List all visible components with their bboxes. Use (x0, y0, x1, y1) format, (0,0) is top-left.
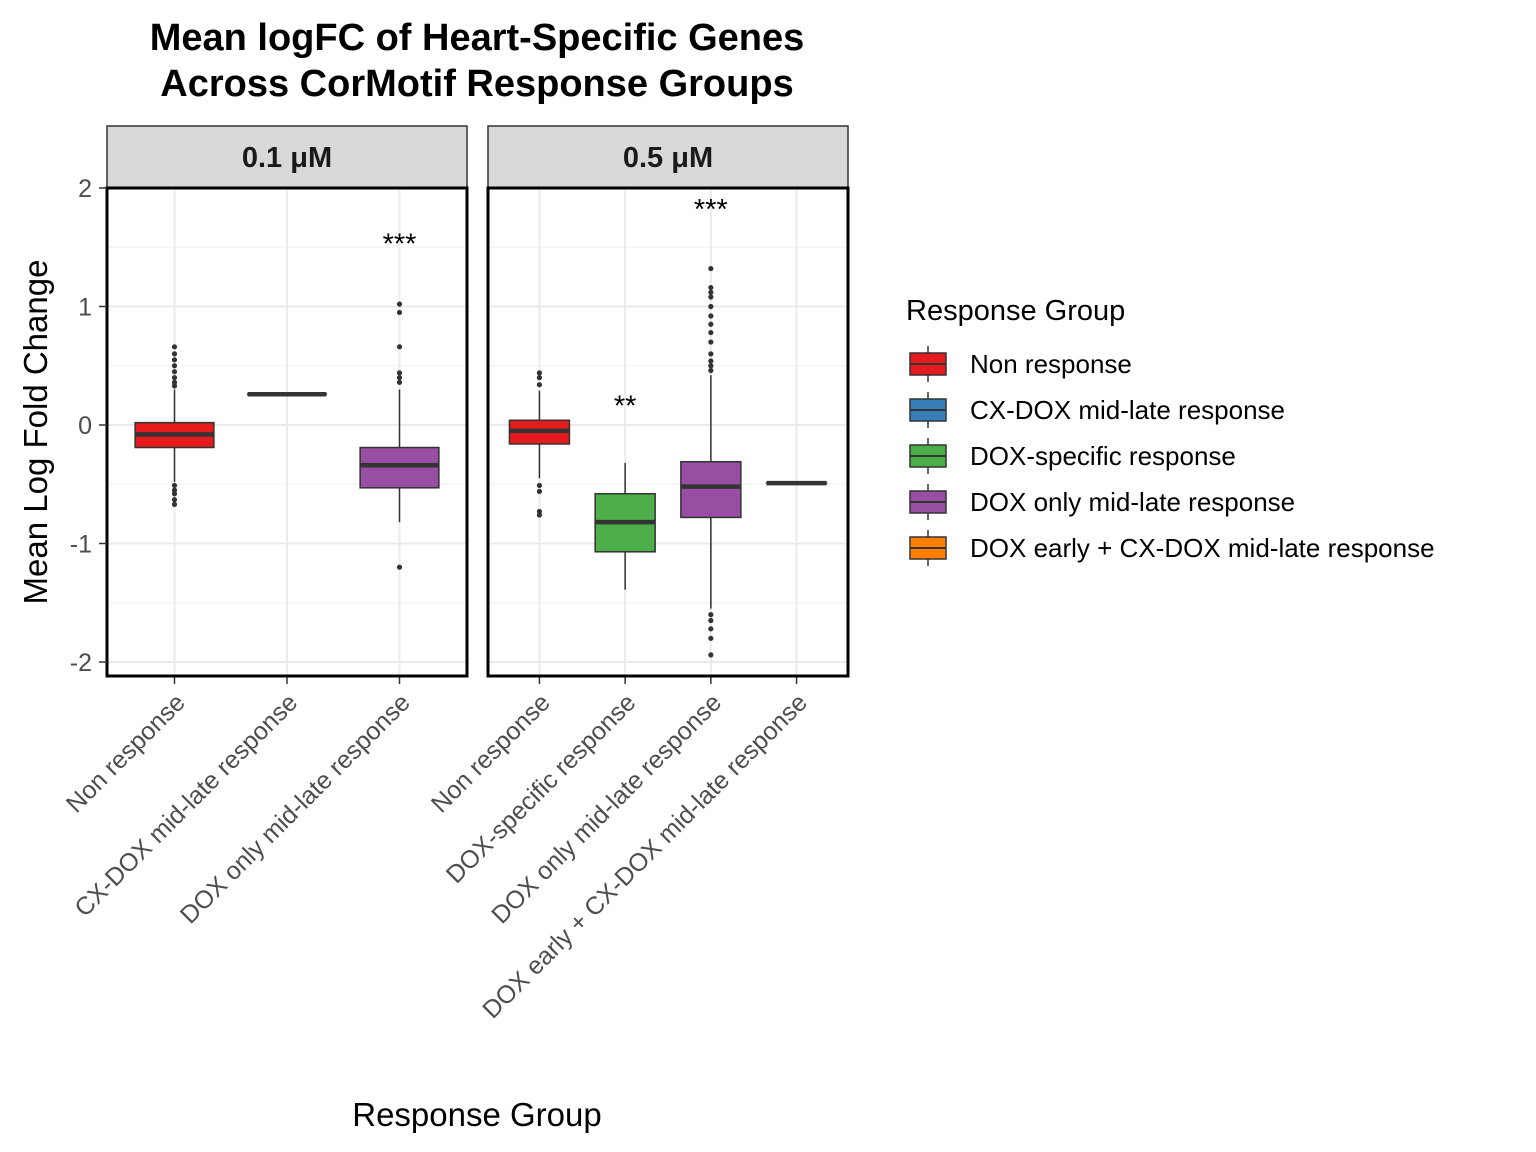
box-body (359, 446, 440, 489)
outlier-point (708, 626, 714, 632)
significance-label: *** (383, 228, 417, 260)
outlier-point (536, 382, 543, 388)
y-axis: -2 -1 0 1 2 (70, 175, 107, 677)
outlier-point (708, 294, 714, 300)
legend-label: DOX-specific response (970, 441, 1236, 471)
outlier-point (708, 313, 714, 319)
legend-item-dox-only-mid-late-response: DOX only mid-late response (909, 484, 1295, 520)
outlier-point (708, 284, 714, 291)
y-tick-label: -1 (70, 531, 92, 559)
outlier-point (171, 357, 178, 363)
outlier-point (708, 339, 714, 345)
outlier-point (396, 301, 403, 307)
legend: Non response CX-DOX mid-late response DOX-… (909, 346, 1435, 566)
outlier-point (708, 265, 714, 272)
legend-label: CX-DOX mid-late response (970, 395, 1285, 425)
legend-label: DOX only mid-late response (970, 487, 1295, 517)
facet-strip-0 (106, 125, 468, 189)
box-dox-specific-response: ** (594, 391, 656, 590)
outlier-point (171, 497, 178, 503)
x-tick-label: CX-DOX mid-late response (69, 688, 303, 922)
outlier-point (396, 564, 403, 570)
significance-label: *** (694, 194, 728, 226)
outlier-point (536, 370, 543, 376)
outlier-point (536, 512, 543, 518)
outlier-point (171, 344, 178, 350)
y-tick-label: 0 (78, 412, 92, 440)
outlier-point (396, 309, 403, 316)
facet-label-1: 0.5 μM (623, 142, 713, 174)
outlier-point (396, 370, 403, 376)
outlier-point (396, 375, 403, 381)
significance-label: ** (614, 391, 637, 423)
outlier-point (708, 329, 714, 336)
y-tick-label: 2 (78, 175, 92, 203)
y-tick-label: -2 (70, 649, 92, 677)
chart-title-line-2: Across CorMotif Response Groups (160, 63, 793, 105)
legend-item-cx-dox-mid-late-response: CX-DOX mid-late response (909, 392, 1285, 428)
facet-strip-1 (487, 125, 849, 189)
outlier-point (396, 379, 403, 385)
outlier-point (396, 344, 403, 350)
outlier-point (171, 363, 178, 369)
box-non-response (134, 344, 215, 507)
outlier-point (171, 491, 178, 497)
legend-label: Non response (970, 349, 1132, 379)
outlier-point (708, 303, 714, 310)
outlier-point (171, 487, 178, 493)
outlier-point (171, 375, 178, 381)
outlier-point (708, 652, 714, 658)
legend-item-dox-specific-response: DOX-specific response (909, 438, 1236, 474)
x-tick-label: DOX early + CX-DOX mid-late response (477, 688, 813, 1024)
panel-border-1 (486, 186, 850, 678)
legend-label: DOX early + CX-DOX mid-late response (970, 533, 1435, 563)
outlier-point (708, 289, 714, 295)
outlier-point (708, 617, 714, 624)
legend-item-non-response: Non response (909, 346, 1132, 382)
outlier-point (171, 482, 178, 489)
outlier-point (171, 379, 178, 385)
outlier-point (708, 635, 714, 641)
outlier-point (171, 351, 178, 357)
x-axis-title: Response Group (352, 1096, 601, 1133)
outlier-point (708, 363, 714, 369)
outlier-point (536, 508, 543, 515)
outlier-point (708, 358, 714, 364)
outlier-point (708, 367, 714, 374)
legend-title: Response Group (906, 295, 1125, 327)
outlier-point (708, 351, 714, 357)
box-body (680, 460, 742, 519)
chart-title-line-1: Mean logFC of Heart-Specific Genes (150, 17, 805, 59)
outlier-point (708, 321, 714, 327)
outlier-point (171, 383, 178, 389)
outlier-point (708, 612, 714, 618)
box-dox-only-mid-late-response: *** (680, 194, 742, 658)
outlier-point (536, 482, 543, 489)
panel-border-0 (105, 186, 469, 678)
x-tick-label: DOX only mid-late response (175, 688, 416, 929)
outlier-point (171, 501, 178, 507)
y-tick-label: 1 (78, 294, 92, 322)
x-tick-label: Non response (61, 688, 191, 818)
outlier-point (171, 369, 178, 375)
y-axis-title: Mean Log Fold Change (17, 260, 54, 605)
facet-label-0: 0.1 μM (242, 142, 332, 174)
box-non-response (508, 370, 571, 518)
legend-item-dox-early-cx-dox-mid-late-response: DOX early + CX-DOX mid-late response (909, 530, 1435, 566)
outlier-point (536, 488, 543, 494)
box-dox-only-mid-late-response: *** (359, 228, 440, 570)
outlier-point (536, 375, 543, 381)
